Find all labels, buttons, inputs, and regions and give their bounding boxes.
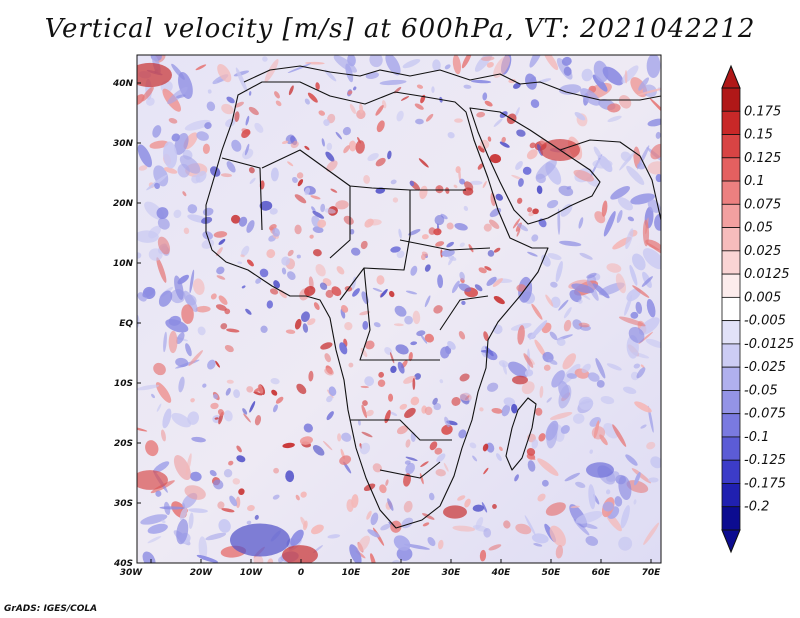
colorbar-label: 0.075 xyxy=(744,197,781,212)
colorbar-label: -0.175 xyxy=(744,476,786,491)
x-tick-label: 10W xyxy=(240,568,264,578)
colorbar-swatch xyxy=(721,273,741,298)
triangle-up-icon xyxy=(721,64,741,89)
x-tick-label: 0 xyxy=(298,568,304,578)
x-tick-label: 30W xyxy=(120,568,144,578)
map-title: Vertical velocity [m/s] at 600hPa, VT: 2… xyxy=(44,14,756,44)
plot-frame xyxy=(136,54,662,564)
colorbar-swatch xyxy=(721,459,741,484)
y-tick-label: 20S xyxy=(114,439,133,449)
colorbar-swatch xyxy=(721,366,741,391)
colorbar-swatch xyxy=(721,320,741,345)
colorbar-swatch xyxy=(721,203,741,228)
velocity-field xyxy=(137,55,661,563)
colorbar-label: -0.1 xyxy=(744,430,769,445)
colorbar-swatch xyxy=(721,436,741,461)
colorbar-swatch xyxy=(721,110,741,135)
colorbar-swatch xyxy=(721,413,741,438)
x-tick-label: 20W xyxy=(190,568,214,578)
y-tick-label: 10N xyxy=(113,259,134,269)
y-tick-label: 30S xyxy=(114,499,133,509)
colorbar-label: 0.025 xyxy=(744,244,781,259)
colorbar-label: 0.15 xyxy=(744,128,773,143)
colorbar-swatch xyxy=(721,390,741,415)
colorbar-label: -0.05 xyxy=(744,383,778,398)
y-tick-label: EQ xyxy=(119,319,133,329)
colorbar-swatch xyxy=(721,506,741,531)
y-tick-label: 40N xyxy=(112,79,134,89)
x-tick-label: 10E xyxy=(342,568,362,578)
y-tick-label: 10S xyxy=(114,379,133,389)
colorbar-swatch xyxy=(721,87,741,112)
colorbar-label: -0.2 xyxy=(744,500,769,515)
colorbar-label: 0.0125 xyxy=(744,267,790,282)
x-tick-label: 50E xyxy=(542,568,562,578)
credit-label: GrADS: IGES/COLA xyxy=(4,604,98,614)
colorbar-label: -0.075 xyxy=(744,407,786,422)
y-tick-label: 30N xyxy=(113,139,134,149)
x-tick-label: 70E xyxy=(642,568,662,578)
colorbar-swatch xyxy=(721,296,741,322)
y-tick-label: 40S xyxy=(113,559,133,569)
colorbar-label: -0.025 xyxy=(744,360,786,375)
colorbar-swatch xyxy=(721,157,741,182)
colorbar-label: -0.0125 xyxy=(744,337,794,352)
colorbar-label: 0.05 xyxy=(744,221,773,236)
colorbar-label: -0.005 xyxy=(744,314,786,329)
x-tick-label: 40E xyxy=(491,568,512,578)
colorbar-label: 0.1 xyxy=(744,174,765,189)
x-tick-label: 20E xyxy=(392,568,412,578)
colorbar-label: -0.125 xyxy=(744,453,786,468)
triangle-down-icon xyxy=(721,529,741,554)
colorbar xyxy=(721,87,741,531)
x-tick-label: 30E xyxy=(442,568,462,578)
colorbar-swatch xyxy=(721,250,741,275)
colorbar-label: 0.125 xyxy=(744,151,781,166)
colorbar-swatch xyxy=(721,227,741,252)
colorbar-swatch xyxy=(721,343,741,368)
colorbar-label: 0.175 xyxy=(744,104,781,119)
colorbar-swatch xyxy=(721,483,741,508)
colorbar-swatch xyxy=(721,134,741,159)
colorbar-swatch xyxy=(721,180,741,205)
y-tick-label: 20N xyxy=(113,199,134,209)
x-tick-label: 60E xyxy=(592,568,612,578)
coastlines xyxy=(205,65,661,529)
colorbar-label: 0.005 xyxy=(744,290,781,305)
